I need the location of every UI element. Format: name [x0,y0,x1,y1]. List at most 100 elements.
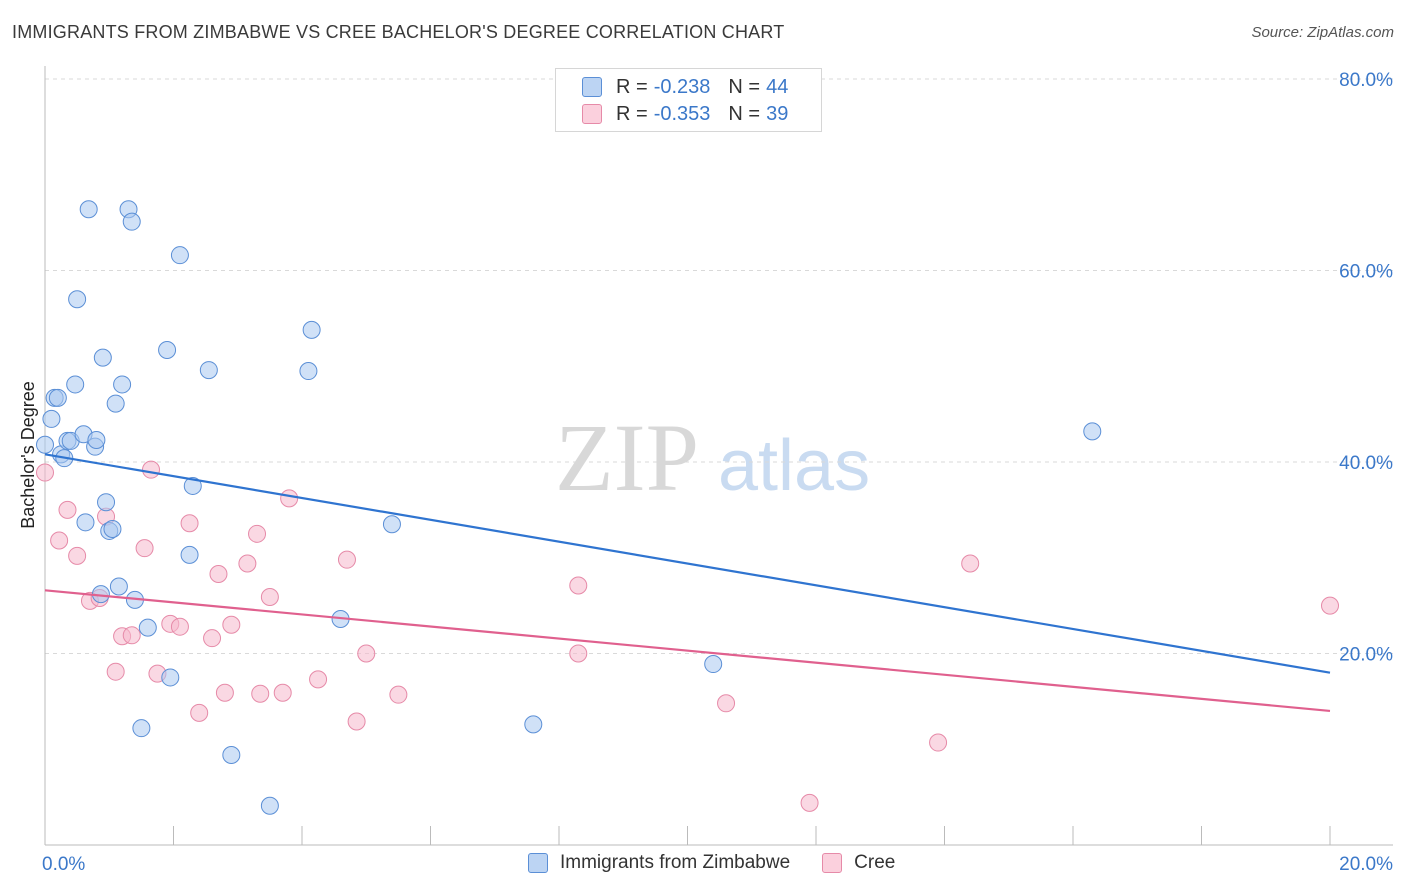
cree-point [190,703,209,722]
legend-swatch-blue [582,77,602,97]
stats-legend: R = -0.238 N = 44 R = -0.353 N = 39 [555,68,822,132]
cree-point [248,524,267,543]
x-tick-label: 20.0% [1339,854,1393,875]
legend-n-label: N = [728,102,761,125]
series-zimbabwe-points [36,200,1102,815]
cree-point [251,684,270,703]
cree-point [569,644,588,663]
cree-point [309,670,328,689]
zimbabwe-point [79,200,98,219]
zimbabwe-point [113,375,132,394]
y-tick-label: 40.0% [1339,453,1393,474]
zimbabwe-point [106,394,125,413]
zimbabwe-point [170,246,189,265]
axes [44,66,1393,846]
watermark: ZIP atlas [555,404,870,511]
cree-point [280,489,299,508]
legend-n-value: 44 [766,75,789,98]
x-tick-label: 0.0% [42,854,85,875]
cree-point [50,531,69,550]
cree-point [569,576,588,595]
legend-swatch-pink [582,104,602,124]
watermark-atlas: atlas [718,426,870,506]
zimbabwe-point [161,668,180,687]
legend-n-value: 39 [766,102,789,125]
cree-point [170,617,189,636]
cree-point [222,615,241,634]
zimbabwe-point [180,545,199,564]
cree-point [717,694,736,713]
legend-swatch-pink [822,853,843,873]
zimbabwe-point [260,796,279,815]
legend-item-cree[interactable]: Cree [822,852,895,874]
cree-point [215,683,234,702]
chart-title: IMMIGRANTS FROM ZIMBABWE VS CREE BACHELO… [12,22,785,42]
zimbabwe-point [382,515,401,534]
zimbabwe-point [524,715,543,734]
cree-point [800,793,819,812]
zimbabwe-point [42,409,61,428]
cree-point [357,644,376,663]
zimbabwe-point [109,577,128,596]
cree-point [36,463,54,482]
legend-row-zimbabwe: R = -0.238 N = 44 [582,74,788,100]
legend-row-cree: R = -0.353 N = 39 [582,101,788,127]
zimbabwe-point [199,361,218,380]
legend-n-label: N = [728,75,761,98]
legend-r-value: -0.353 [653,102,711,125]
cree-point [929,733,948,752]
legend-r-value: -0.238 [653,75,711,98]
cree-point [1321,596,1339,615]
y-tick-label: 60.0% [1339,262,1393,283]
trend-lines [44,453,1331,713]
zimbabwe-point [158,340,177,359]
cree-point [238,554,257,573]
y-tick-label: 80.0% [1339,70,1393,91]
zimbabwe-point [704,655,723,674]
zimbabwe-point [1083,422,1102,441]
source-label: Source: ZipAtlas.com [1251,24,1394,41]
cree-point [142,460,161,479]
cree-point [347,712,366,731]
cree-point [260,588,279,607]
cree-point [209,565,228,584]
legend-item-zimbabwe[interactable]: Immigrants from Zimbabwe [528,852,790,874]
zimbabwe-point [66,375,85,394]
zimbabwe-point [68,290,87,309]
legend-label-cree: Cree [854,852,896,873]
cree-trend-line [44,589,1331,713]
cree-point [961,554,980,573]
zimbabwe-point [76,513,95,532]
cree-point [135,539,154,558]
zimbabwe-point [48,388,67,407]
y-tick-labels: 20.0% 40.0% 60.0% 80.0% [1339,70,1393,666]
zimbabwe-point [93,348,112,367]
cree-point [122,626,141,645]
cree-point [203,629,222,648]
cree-point [58,500,77,519]
cree-point [337,550,356,569]
zimbabwe-point [36,435,54,454]
zimbabwe-point [138,618,157,637]
cree-point [273,683,292,702]
watermark-zip: ZIP [555,404,699,511]
zimbabwe-point [302,320,321,339]
series-legend: Immigrants from Zimbabwe Cree [528,852,927,874]
zimbabwe-trend-line [44,453,1331,674]
y-axis-label: Bachelor's Degree [18,381,38,529]
zimbabwe-point [87,430,106,449]
cree-point [389,685,408,704]
zimbabwe-point [222,745,241,764]
legend-swatch-blue [528,853,548,873]
legend-label-zimbabwe: Immigrants from Zimbabwe [560,852,791,873]
zimbabwe-point [103,520,122,539]
cree-point [68,546,87,565]
zimbabwe-point [97,493,116,512]
y-tick-label: 20.0% [1339,645,1393,666]
zimbabwe-point [299,362,318,381]
cree-point [106,662,125,681]
cree-point [180,514,199,533]
legend-r-label: R = [616,102,648,125]
zimbabwe-point [122,212,141,231]
